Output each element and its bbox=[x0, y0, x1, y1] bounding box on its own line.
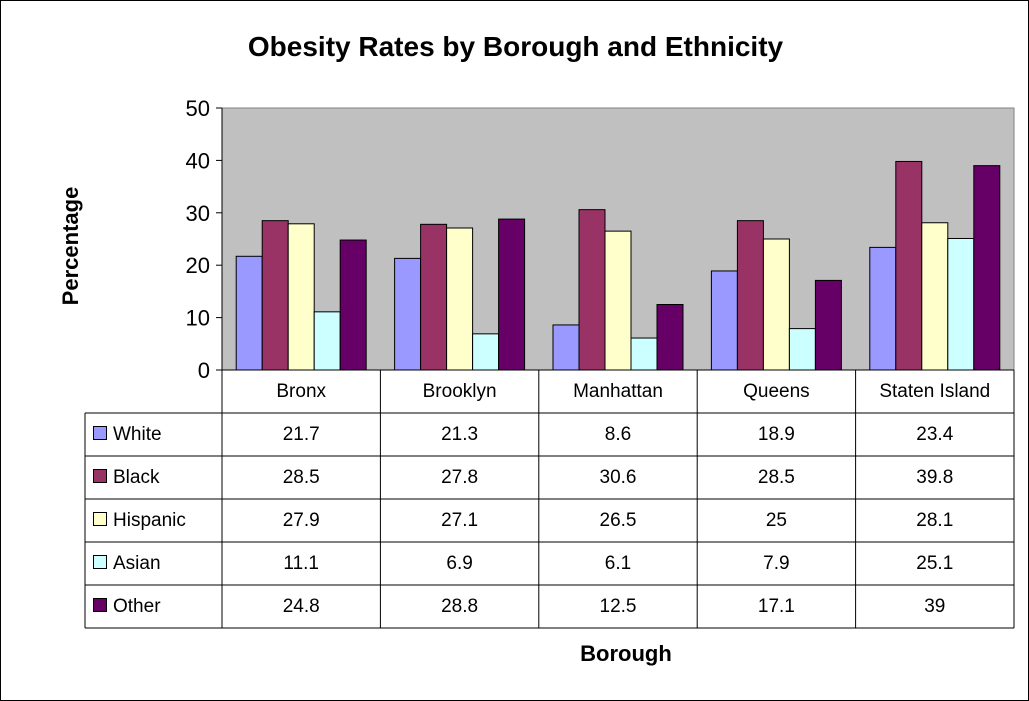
data-label: 25 bbox=[765, 510, 787, 531]
bar-asian bbox=[947, 237, 975, 371]
data-label: 12.5 bbox=[599, 596, 637, 617]
y-tick-label: 50 bbox=[186, 96, 210, 121]
y-tick-label: 0 bbox=[198, 358, 210, 383]
legend-label: Hispanic bbox=[113, 510, 186, 531]
bar-asian bbox=[788, 328, 816, 371]
legend-swatch bbox=[93, 597, 107, 612]
data-label: 17.1 bbox=[757, 596, 795, 617]
bar-black bbox=[578, 209, 606, 371]
data-label: 27.1 bbox=[441, 510, 479, 531]
bar-other bbox=[656, 304, 684, 371]
data-label: 21.7 bbox=[282, 424, 320, 445]
bar-white bbox=[552, 324, 580, 371]
legend-label: White bbox=[113, 424, 162, 445]
data-label: 28.5 bbox=[282, 467, 320, 488]
data-label: 28.8 bbox=[441, 596, 479, 617]
legend-entry: Hispanic bbox=[93, 499, 186, 542]
legend-swatch bbox=[93, 468, 107, 483]
legend-label: Asian bbox=[113, 553, 161, 574]
legend-swatch bbox=[93, 425, 107, 440]
data-label: 6.1 bbox=[604, 553, 632, 574]
bar-other bbox=[973, 165, 1001, 371]
x-tick-label: Bronx bbox=[276, 381, 327, 402]
data-label: 39 bbox=[924, 596, 946, 617]
bar-black bbox=[261, 220, 289, 371]
bar-other bbox=[814, 279, 842, 371]
data-label: 27.9 bbox=[282, 510, 320, 531]
legend-entry: Asian bbox=[93, 542, 161, 585]
legend-entry: White bbox=[93, 413, 162, 456]
bar-white bbox=[869, 246, 897, 371]
bar-black bbox=[895, 160, 923, 371]
bar-hispanic bbox=[604, 230, 632, 371]
bar-hispanic bbox=[446, 227, 474, 371]
y-tick-label: 40 bbox=[186, 148, 210, 173]
data-label: 28.5 bbox=[757, 467, 795, 488]
bar-other bbox=[339, 239, 367, 371]
data-label: 27.8 bbox=[441, 467, 479, 488]
data-label: 25.1 bbox=[916, 553, 954, 574]
legend-swatch bbox=[93, 554, 107, 569]
bar-hispanic bbox=[287, 223, 315, 371]
x-axis-label: Borough bbox=[580, 641, 672, 666]
x-tick-label: Queens bbox=[743, 381, 810, 402]
bar-asian bbox=[472, 333, 500, 371]
data-label: 28.1 bbox=[916, 510, 954, 531]
data-label: 18.9 bbox=[757, 424, 795, 445]
bar-hispanic bbox=[762, 238, 790, 371]
data-label: 26.5 bbox=[599, 510, 637, 531]
x-tick-label: Staten Island bbox=[879, 381, 991, 402]
data-label: 7.9 bbox=[763, 553, 790, 574]
legend-entry: Other bbox=[93, 585, 161, 628]
bar-white bbox=[235, 255, 263, 371]
bar-black bbox=[420, 223, 448, 371]
data-label: 6.9 bbox=[446, 553, 473, 574]
legend-swatch bbox=[93, 511, 107, 526]
bar-other bbox=[498, 218, 526, 371]
data-label: 8.6 bbox=[604, 424, 632, 445]
x-tick-label: Brooklyn bbox=[422, 381, 497, 402]
legend-label: Black bbox=[113, 467, 160, 488]
chart-title: Obesity Rates by Borough and Ethnicity bbox=[247, 31, 784, 62]
legend-entry: Black bbox=[93, 456, 159, 499]
data-label: 23.4 bbox=[916, 424, 954, 445]
bar-hispanic bbox=[921, 222, 949, 371]
y-tick-label: 20 bbox=[186, 253, 210, 278]
data-label: 24.8 bbox=[282, 596, 320, 617]
bar-asian bbox=[630, 337, 658, 371]
bar-asian bbox=[313, 311, 341, 371]
bar-black bbox=[736, 220, 764, 371]
data-label: 21.3 bbox=[441, 424, 479, 445]
bar-white bbox=[394, 257, 422, 371]
data-label: 30.6 bbox=[599, 467, 637, 488]
y-tick-label: 30 bbox=[186, 201, 210, 226]
x-tick-label: Manhattan bbox=[573, 381, 663, 402]
data-label: 39.8 bbox=[916, 467, 954, 488]
bar-white bbox=[710, 270, 738, 371]
data-label: 11.1 bbox=[283, 553, 319, 574]
legend-label: Other bbox=[113, 596, 161, 617]
y-tick-label: 10 bbox=[186, 306, 210, 331]
